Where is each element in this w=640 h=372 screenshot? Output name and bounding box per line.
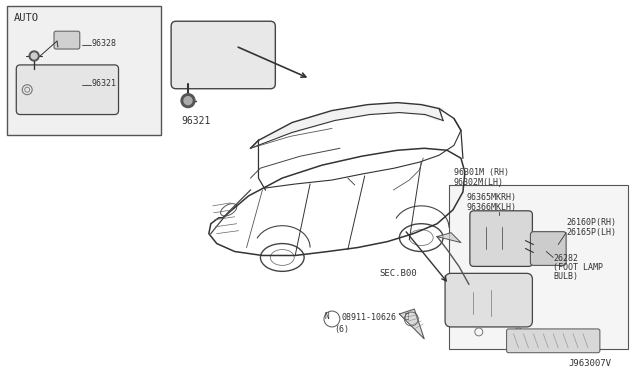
Polygon shape: [399, 309, 424, 339]
Text: 26165P(LH): 26165P(LH): [566, 228, 616, 237]
Text: 96365MKRH): 96365MKRH): [467, 193, 517, 202]
Text: N: N: [324, 311, 329, 321]
Circle shape: [31, 53, 37, 59]
Text: 96366MKLH): 96366MKLH): [467, 203, 517, 212]
Text: 26282: 26282: [553, 254, 579, 263]
Circle shape: [181, 94, 195, 108]
Circle shape: [184, 97, 192, 105]
Text: AUTO: AUTO: [14, 13, 39, 23]
FancyBboxPatch shape: [16, 65, 118, 115]
FancyBboxPatch shape: [531, 232, 566, 265]
Text: (FOOT LAMP: (FOOT LAMP: [553, 263, 604, 272]
Text: J963007V: J963007V: [568, 359, 611, 368]
Text: ①: ①: [404, 313, 408, 319]
Text: 96321: 96321: [92, 79, 116, 88]
Circle shape: [29, 51, 39, 61]
Text: 96321: 96321: [181, 116, 211, 125]
FancyBboxPatch shape: [171, 21, 275, 89]
FancyBboxPatch shape: [54, 31, 80, 49]
FancyBboxPatch shape: [507, 329, 600, 353]
Text: (6): (6): [334, 325, 349, 334]
Text: BULB): BULB): [553, 272, 579, 281]
Bar: [449, 185, 628, 349]
Polygon shape: [437, 232, 461, 243]
Text: 96301M (RH): 96301M (RH): [454, 168, 509, 177]
Text: 96328: 96328: [92, 39, 116, 48]
Polygon shape: [259, 103, 443, 140]
Text: SEC.B00: SEC.B00: [380, 269, 417, 278]
Text: 96302M(LH): 96302M(LH): [454, 178, 504, 187]
Text: 26160P(RH): 26160P(RH): [566, 218, 616, 227]
FancyBboxPatch shape: [445, 273, 532, 327]
FancyBboxPatch shape: [470, 211, 532, 266]
Bar: [7, 6, 161, 135]
Text: 08911-10626: 08911-10626: [342, 313, 397, 322]
